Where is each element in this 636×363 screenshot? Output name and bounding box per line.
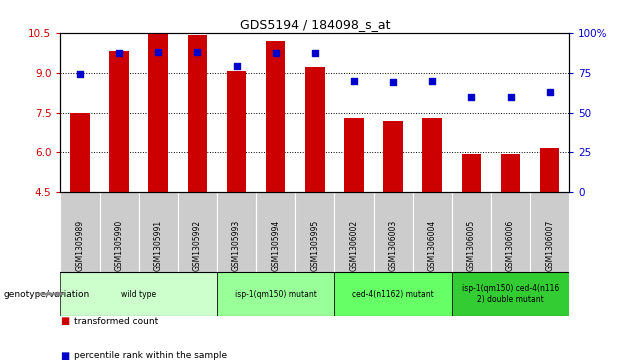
FancyBboxPatch shape — [139, 192, 178, 272]
FancyBboxPatch shape — [295, 192, 335, 272]
Text: wild type: wild type — [121, 290, 156, 298]
Text: GSM1306004: GSM1306004 — [428, 219, 437, 271]
FancyBboxPatch shape — [413, 192, 452, 272]
Bar — [266, 41, 286, 192]
Bar — [540, 148, 560, 192]
Text: genotype/variation: genotype/variation — [3, 290, 90, 298]
Text: GSM1305993: GSM1305993 — [232, 219, 241, 271]
FancyBboxPatch shape — [335, 272, 452, 316]
Point — [310, 50, 320, 56]
Bar — [148, 34, 168, 192]
Point — [349, 78, 359, 83]
FancyBboxPatch shape — [60, 192, 100, 272]
Text: ced-4(n1162) mutant: ced-4(n1162) mutant — [352, 290, 434, 298]
Bar — [344, 118, 364, 192]
Text: isp-1(qm150) ced-4(n116
2) double mutant: isp-1(qm150) ced-4(n116 2) double mutant — [462, 284, 559, 304]
Text: GSM1305991: GSM1305991 — [154, 220, 163, 271]
Bar — [70, 113, 90, 192]
Text: ■: ■ — [60, 351, 70, 361]
FancyBboxPatch shape — [335, 192, 373, 272]
Bar — [501, 154, 520, 192]
Point — [114, 50, 124, 56]
Point — [466, 94, 476, 99]
FancyBboxPatch shape — [491, 192, 530, 272]
FancyBboxPatch shape — [60, 272, 217, 316]
FancyBboxPatch shape — [178, 192, 217, 272]
Point — [192, 49, 202, 55]
Point — [270, 50, 280, 56]
Text: GSM1305995: GSM1305995 — [310, 219, 319, 271]
Text: GSM1305990: GSM1305990 — [114, 219, 123, 271]
FancyBboxPatch shape — [530, 192, 569, 272]
Point — [544, 89, 555, 95]
FancyBboxPatch shape — [373, 192, 413, 272]
Point — [427, 78, 438, 83]
Point — [506, 94, 516, 99]
Text: GSM1306006: GSM1306006 — [506, 219, 515, 271]
Bar — [227, 71, 246, 192]
Text: GSM1306005: GSM1306005 — [467, 219, 476, 271]
Bar — [109, 51, 129, 192]
Text: transformed count: transformed count — [74, 317, 158, 326]
Point — [75, 71, 85, 77]
Bar — [305, 67, 324, 192]
FancyBboxPatch shape — [452, 272, 569, 316]
Title: GDS5194 / 184098_s_at: GDS5194 / 184098_s_at — [240, 19, 390, 32]
Text: percentile rank within the sample: percentile rank within the sample — [74, 351, 228, 360]
FancyBboxPatch shape — [100, 192, 139, 272]
Bar — [384, 121, 403, 192]
Text: GSM1306003: GSM1306003 — [389, 219, 398, 271]
FancyBboxPatch shape — [217, 192, 256, 272]
Text: isp-1(qm150) mutant: isp-1(qm150) mutant — [235, 290, 317, 298]
Text: GSM1305989: GSM1305989 — [76, 220, 85, 271]
FancyBboxPatch shape — [256, 192, 295, 272]
Text: ■: ■ — [60, 316, 70, 326]
Text: GSM1305992: GSM1305992 — [193, 220, 202, 271]
FancyBboxPatch shape — [217, 272, 335, 316]
Bar — [422, 118, 442, 192]
Point — [153, 49, 163, 55]
Text: GSM1305994: GSM1305994 — [271, 219, 280, 271]
Text: GSM1306007: GSM1306007 — [545, 219, 554, 271]
FancyBboxPatch shape — [452, 192, 491, 272]
Bar — [462, 154, 481, 192]
Bar — [188, 35, 207, 192]
Point — [232, 63, 242, 69]
Text: GSM1306002: GSM1306002 — [349, 220, 359, 271]
Point — [388, 79, 398, 85]
